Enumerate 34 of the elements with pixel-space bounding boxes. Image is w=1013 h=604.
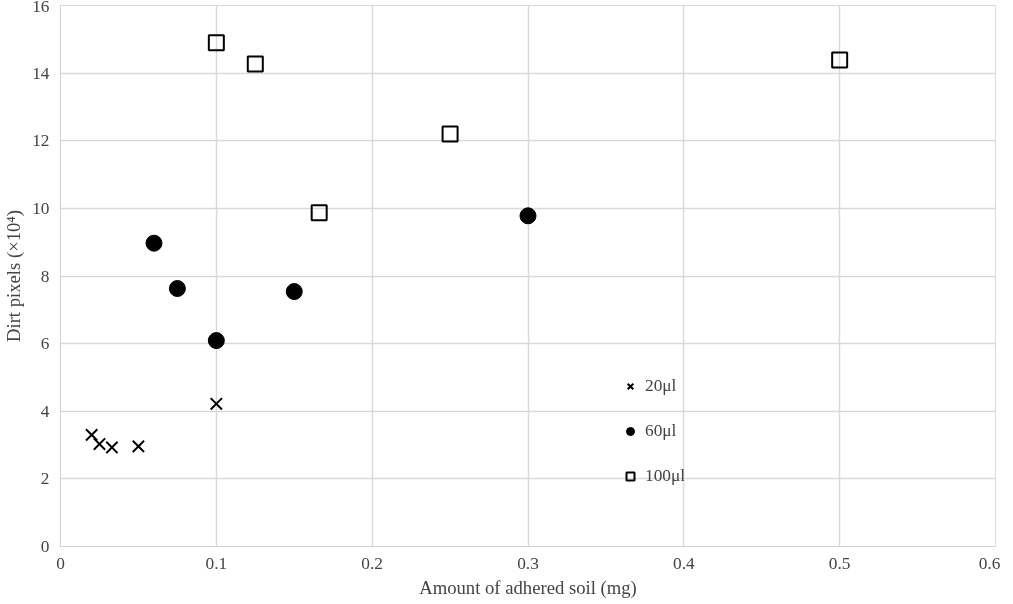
legend-label: 20μl [645,376,677,396]
y-tick-label: 6 [40,334,50,354]
x-tick-label: 0.2 [361,553,384,573]
point [207,34,225,52]
point [246,55,264,73]
y-tick-label: 14 [32,63,50,83]
point [85,428,99,442]
y-tick-label: 10 [32,198,50,218]
x-tick-label: 0.6 [978,553,1001,573]
x-tick-label: 0.3 [517,553,539,573]
y-tick-label: 16 [32,0,50,16]
x-axis-title: Amount of adhered soil (mg) [419,576,637,599]
point [519,207,537,225]
point [145,234,163,252]
y-axis-title: Dirt pixels (×10⁴) [3,209,26,343]
point [310,204,328,222]
x-tick-label: 0.4 [673,553,695,573]
x-tick-label: 0.5 [828,553,851,573]
legend-label: 100μl [645,466,686,486]
y-tick-label: 0 [40,537,50,556]
point [131,439,146,454]
x-tick-label: 0.1 [205,553,228,573]
point [285,283,303,301]
x-tick-label: 0 [56,553,65,573]
y-tick-label: 4 [40,401,50,421]
point [209,397,223,411]
point [441,125,459,143]
y-tick-label: 8 [40,266,50,286]
point [168,280,186,297]
y-tick-label: 12 [32,131,50,151]
point [207,332,225,350]
point [831,51,849,69]
y-tick-label: 2 [40,469,50,489]
legend-label: 60μl [645,421,677,441]
